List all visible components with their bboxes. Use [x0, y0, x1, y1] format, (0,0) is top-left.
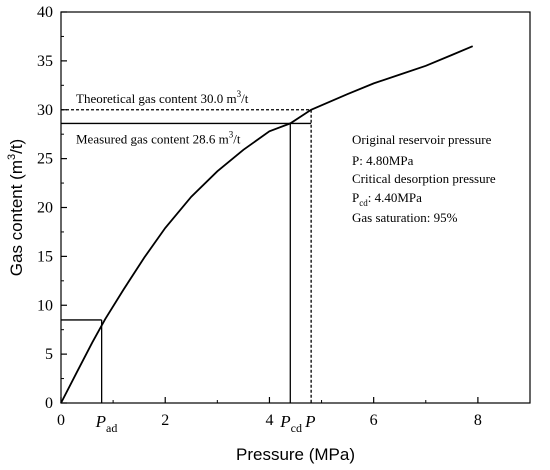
info-pcd-main: P: [352, 190, 359, 205]
reference-lines: [61, 109, 312, 403]
x-tick-label: 4: [265, 412, 273, 429]
pad-sub: ad: [106, 421, 117, 435]
measured-gas-content-annotation: Measured gas content 28.6 m3/t: [76, 129, 241, 146]
y-tick-label: 35: [37, 53, 53, 70]
theoretical-suffix: /t: [241, 91, 249, 106]
info-gas-saturation: Gas saturation: 95%: [352, 210, 458, 225]
x-tick-label: 2: [161, 412, 169, 429]
info-original-pressure-label: Original reservoir pressure: [352, 132, 492, 147]
x-tick-label: 8: [474, 412, 482, 429]
y-tick-label: 0: [45, 395, 53, 412]
y-axis-label-part3: /t): [7, 139, 26, 154]
measured-sup: 3: [229, 129, 234, 139]
x-tick-label: 6: [370, 412, 378, 429]
pcd-sub: cd: [291, 421, 302, 435]
y-tick-label: 20: [37, 200, 53, 217]
theoretical-gas-content-annotation: Theoretical gas content 30.0 m3/t: [76, 89, 249, 106]
y-axis-ticks: 0 5 10 15 20 25 30 35 40: [37, 4, 67, 412]
theoretical-sup: 3: [237, 89, 242, 99]
pcd-main: P: [279, 412, 290, 431]
y-tick-label: 40: [37, 4, 53, 21]
info-block: Original reservoir pressure P: 4.80MPa C…: [352, 132, 496, 225]
y-tick-label: 5: [45, 346, 53, 363]
info-original-pressure-value: P: 4.80MPa: [352, 153, 414, 168]
y-axis-label: Gas content (m3/t): [6, 139, 26, 276]
y-axis-label-part1: Gas content (m: [7, 160, 26, 276]
pad-marker-label: Pad: [95, 412, 118, 435]
p-marker-label: P: [304, 412, 315, 431]
y-tick-label: 30: [37, 102, 53, 119]
pcd-marker-label: Pcd: [279, 412, 302, 435]
measured-suffix: /t: [233, 131, 241, 146]
info-pcd-rest: : 4.40MPa: [368, 190, 422, 205]
y-tick-label: 10: [37, 297, 53, 314]
pad-main: P: [95, 412, 106, 431]
y-tick-label: 15: [37, 248, 53, 265]
info-critical-pressure-label: Critical desorption pressure: [352, 171, 496, 186]
plot-frame: [60, 11, 531, 404]
x-axis-ticks: 0 2 4 6 8: [57, 397, 482, 429]
info-pcd-sub: cd: [359, 198, 368, 208]
theoretical-text: Theoretical gas content 30.0 m: [76, 91, 237, 106]
y-tick-label: 25: [37, 151, 53, 168]
x-tick-label: 0: [57, 412, 65, 429]
y-axis-label-sup: 3: [6, 154, 18, 160]
gas-content-curve: [60, 45, 474, 404]
info-critical-pressure-value: Pcd: 4.40MPa: [352, 190, 422, 208]
x-axis-label: Pressure (MPa): [236, 445, 355, 464]
measured-text: Measured gas content 28.6 m: [76, 131, 229, 146]
